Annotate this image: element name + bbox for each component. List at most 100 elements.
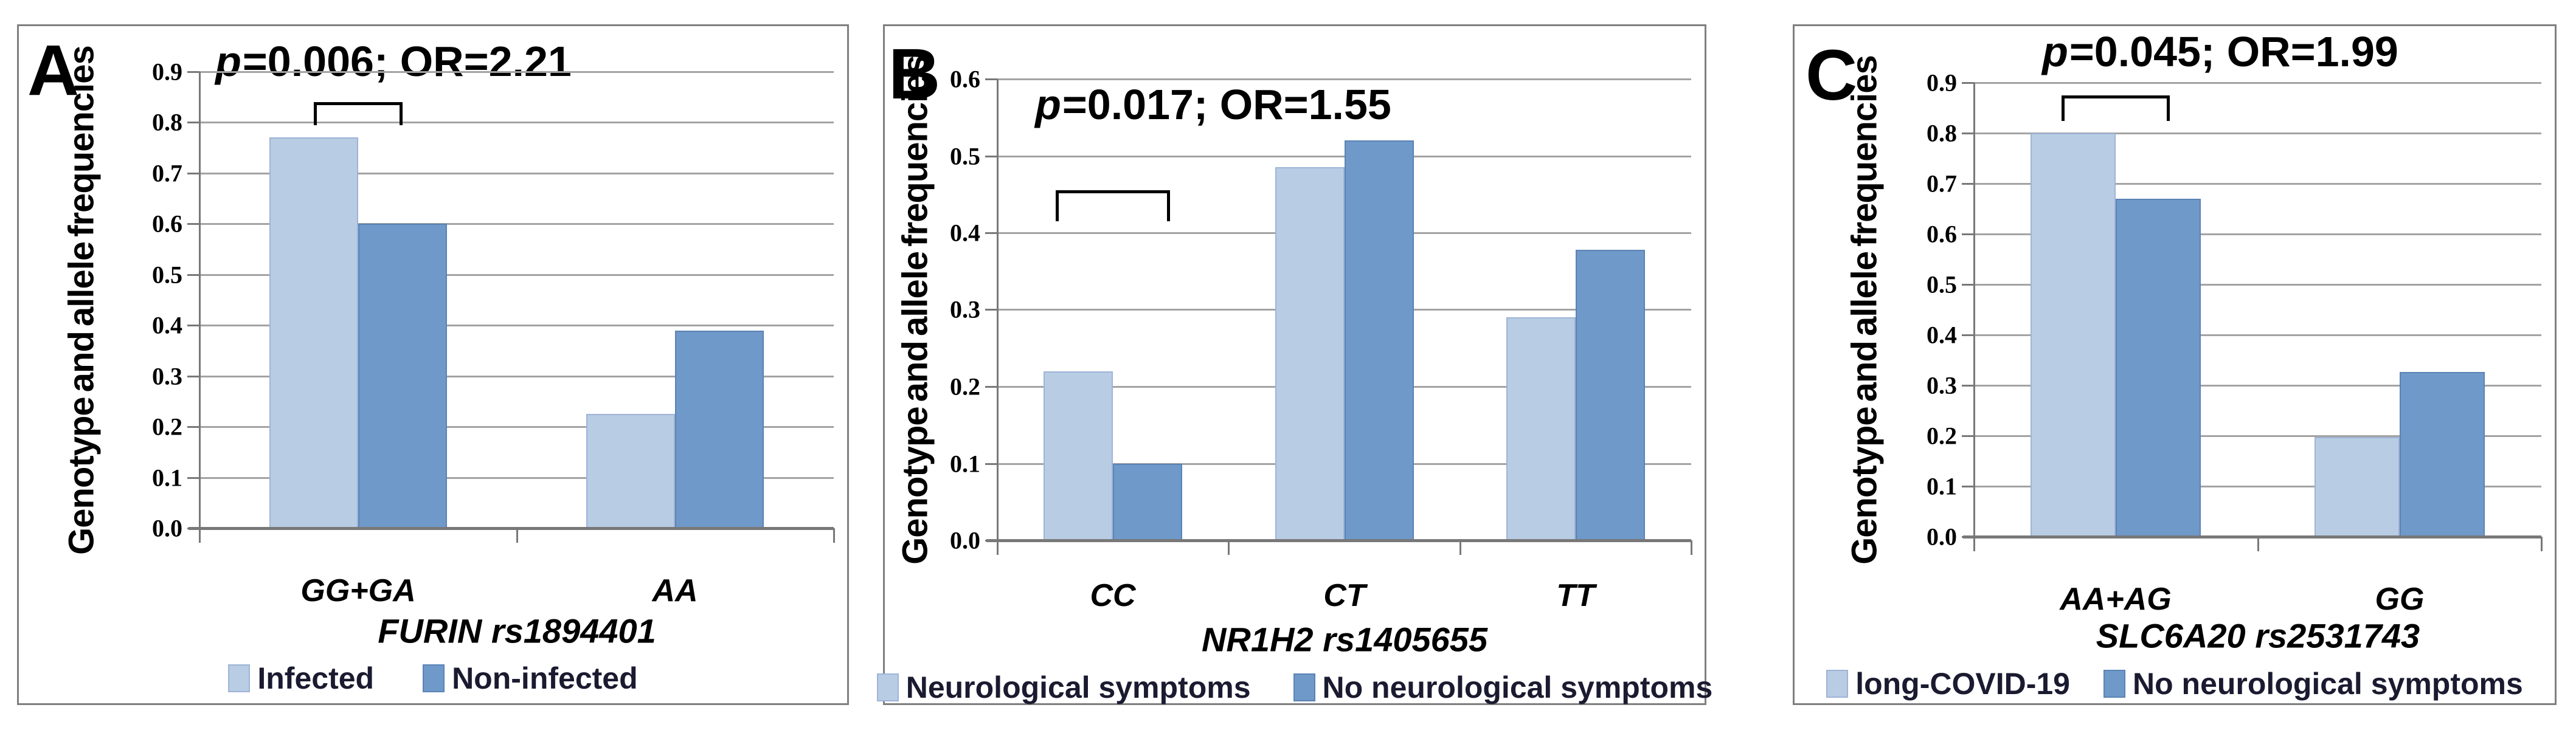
x-axis-tick: [1973, 537, 1975, 551]
y-tick-label-0.5: 0.5: [1927, 270, 1957, 298]
bar-a-AA-series1: [586, 414, 675, 528]
p-symbol: p: [215, 38, 241, 85]
y-axis-tick: [1962, 183, 1974, 185]
legend-label-series1: Infected: [257, 661, 375, 695]
y-axis-tick: [985, 232, 997, 234]
x-axis-tick: [199, 528, 201, 543]
y-axis-tick: [187, 477, 199, 479]
gridline-0.3: [199, 376, 834, 377]
gridline-0.7: [1974, 183, 2541, 185]
y-tick-label-0.5: 0.5: [950, 142, 980, 170]
y-tick-label-0.6: 0.6: [152, 210, 182, 238]
bar-b-CC-series1: [1044, 371, 1113, 540]
gridline-0.2: [1974, 435, 2541, 437]
x-axis-tick: [833, 528, 835, 543]
y-tick-label-0.1: 0.1: [1927, 472, 1957, 500]
y-axis-title-a: Genotype and allele frequencies: [61, 46, 102, 555]
legend-a: Infected Non-infected: [19, 661, 847, 695]
legend-swatch-series2: [1293, 673, 1315, 701]
significance-bracket-right: [400, 102, 403, 125]
gridline-0.6: [1974, 233, 2541, 235]
legend-swatch-series2: [2103, 670, 2125, 698]
y-axis-tick: [1962, 435, 1974, 437]
y-tick-label-0.3: 0.3: [1927, 371, 1957, 399]
y-tick-label-0.8: 0.8: [152, 108, 182, 136]
significance-values: =0.006; OR=2.21: [242, 38, 572, 85]
significance-bracket-right: [2167, 95, 2170, 121]
legend-item-series2: Non-infected: [423, 661, 638, 696]
y-axis-tick: [1962, 385, 1974, 387]
y-axis-tick: [1962, 82, 1974, 84]
y-tick-label-0.5: 0.5: [152, 261, 182, 289]
legend-swatch-series1: [1826, 670, 1849, 698]
y-axis-tick: [187, 173, 199, 174]
gridline-0.7: [199, 173, 834, 174]
y-axis-title-c: Genotype and allele frequencies: [1844, 55, 1885, 565]
y-axis-tick: [187, 274, 199, 276]
gridline-0.8: [1974, 132, 2541, 134]
significance-title-b: p=0.017; OR=1.55: [1035, 80, 1391, 129]
y-tick-label-0.2: 0.2: [950, 373, 980, 401]
bar-b-CC-series2: [1113, 464, 1182, 541]
x-axis-tick: [1691, 540, 1692, 555]
panel-letter-c: C: [1806, 35, 1858, 115]
panel-letter-a: A: [27, 30, 80, 111]
significance-bracket-left: [314, 102, 317, 125]
x-axis-label-b: NR1H2 rs1405655: [1201, 620, 1488, 659]
y-axis-line: [1973, 83, 1975, 551]
y-tick-label-0.9: 0.9: [1927, 69, 1957, 97]
y-axis-tick: [1962, 233, 1974, 235]
x-axis-tick: [997, 540, 999, 555]
y-tick-label-0.0: 0.0: [950, 526, 980, 554]
legend-label-series1: Neurological symptoms: [905, 670, 1251, 704]
y-axis-tick: [187, 71, 199, 73]
bar-c-AA+AG-series1: [2031, 133, 2116, 537]
panel-letter-b: B: [888, 34, 941, 114]
bar-a-GG+GA-series1: [269, 137, 358, 528]
gridline-0.9: [1974, 82, 2541, 84]
category-label-GG+GA: GG+GA: [300, 573, 416, 608]
significance-bracket-top: [1056, 190, 1170, 193]
category-label-TT: TT: [1556, 578, 1595, 613]
y-axis-tick: [187, 426, 199, 428]
gridline-0.5: [997, 156, 1691, 157]
y-tick-label-0.2: 0.2: [1927, 422, 1957, 450]
y-tick-label-0.1: 0.1: [152, 464, 182, 492]
gridline-0.6: [199, 223, 834, 225]
category-label-AA: AA: [652, 573, 698, 608]
legend-swatch-series2: [423, 664, 445, 692]
legend-item-series1: Infected: [228, 661, 374, 696]
y-axis-tick: [187, 223, 199, 225]
x-axis-line: [189, 527, 834, 530]
y-tick-label-0.0: 0.0: [1927, 523, 1957, 551]
x-axis-label-c: SLC6A20 rs2531743: [2096, 616, 2420, 655]
bar-b-CT-series2: [1345, 140, 1414, 540]
x-axis-tick: [1228, 540, 1230, 555]
y-axis-tick: [187, 122, 199, 123]
bar-b-TT-series2: [1576, 250, 1645, 540]
legend-label-series2: No neurological symptoms: [1322, 670, 1713, 704]
x-axis-tick: [2541, 537, 2543, 551]
gridline-0.5: [199, 274, 834, 276]
legend-item-series1: Neurological symptoms: [876, 670, 1251, 705]
y-tick-label-0.6: 0.6: [950, 65, 980, 93]
legend-item-series2: No neurological symptoms: [2103, 666, 2523, 701]
category-label-CT: CT: [1323, 578, 1366, 613]
legend-c: long-COVID-19 No neurological symptoms: [1795, 667, 2555, 701]
bar-c-GG-series2: [2400, 372, 2485, 537]
legend-swatch-series1: [876, 673, 899, 701]
y-axis-tick: [1962, 486, 1974, 487]
y-tick-label-0.4: 0.4: [1927, 321, 1957, 349]
legend-b: Neurological symptoms No neurological sym…: [876, 670, 1712, 704]
gridline-0.1: [199, 477, 834, 479]
y-tick-label-0.2: 0.2: [152, 413, 182, 441]
y-axis-tick: [1962, 334, 1974, 336]
legend-item-series1: long-COVID-19: [1826, 666, 2070, 701]
y-tick-label-0.3: 0.3: [152, 362, 182, 390]
gridline-0.1: [1974, 486, 2541, 487]
bar-c-GG-series1: [2315, 437, 2400, 537]
